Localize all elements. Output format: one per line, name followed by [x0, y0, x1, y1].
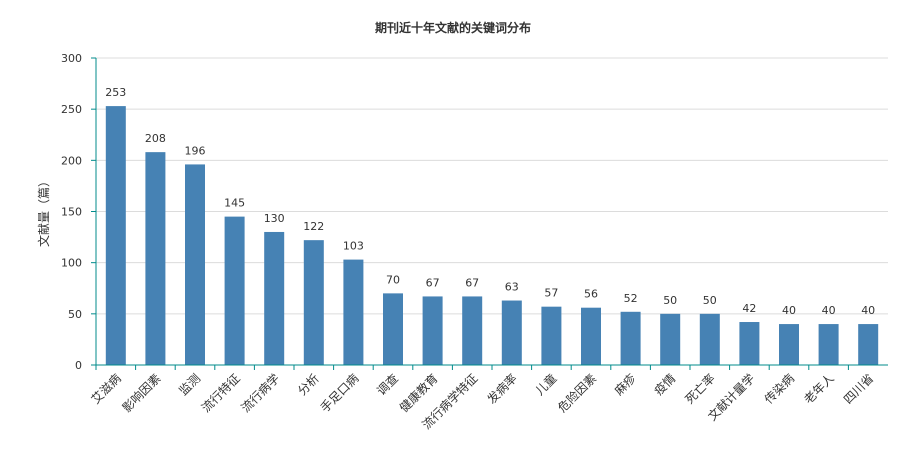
y-tick-label: 100	[61, 257, 82, 270]
x-tick-label: 发病率	[484, 371, 520, 407]
bar-value-label: 42	[742, 302, 756, 315]
bar-value-label: 40	[861, 304, 875, 317]
bar	[343, 259, 364, 365]
bar-value-label: 57	[544, 287, 558, 300]
bar-value-label: 52	[624, 292, 638, 305]
x-tick-label: 分析	[295, 371, 322, 398]
bar	[660, 313, 681, 365]
bar-value-label: 130	[264, 212, 285, 225]
x-tick-label: 调查	[374, 371, 401, 398]
bar	[224, 216, 245, 365]
y-tick-label: 300	[61, 52, 82, 65]
bar	[620, 311, 641, 365]
y-tick-label: 50	[68, 308, 82, 321]
y-axis-label: 文献量（篇）	[36, 175, 51, 247]
bar	[699, 313, 720, 365]
axes	[91, 57, 888, 370]
bar-value-label: 50	[663, 294, 677, 307]
bar	[739, 322, 760, 365]
bar	[462, 296, 483, 365]
x-tick-label: 麻疹	[611, 371, 639, 399]
y-tick-label: 250	[61, 103, 82, 116]
bar-value-label: 67	[426, 276, 440, 289]
bar-value-label: 56	[584, 288, 598, 301]
x-tick-label: 危险因素	[555, 371, 600, 416]
bar	[779, 324, 799, 365]
x-tick-label: 传染病	[761, 371, 797, 407]
bar	[818, 324, 839, 365]
x-tick-label: 手足口病	[317, 371, 362, 416]
x-tick-label: 监测	[176, 371, 203, 398]
gridlines	[96, 57, 888, 315]
bar-value-label: 145	[224, 197, 245, 210]
bar-value-label: 103	[343, 240, 364, 253]
bar	[858, 324, 879, 365]
bar-value-label: 196	[185, 144, 206, 157]
bar	[264, 231, 285, 365]
x-tick-label: 儿童	[532, 371, 560, 399]
x-tick-label: 艾滋病	[88, 371, 124, 407]
bar	[145, 152, 166, 365]
bar	[105, 106, 126, 365]
y-tick-label: 150	[61, 206, 82, 219]
x-tick-label: 流行病学	[238, 371, 283, 416]
y-tick-label: 200	[61, 154, 82, 167]
chart-title: 期刊近十年文献的关键词分布	[375, 20, 531, 35]
bar-value-label: 40	[822, 304, 836, 317]
bar	[303, 240, 324, 365]
x-tick-label: 四川省	[841, 371, 876, 406]
bar-value-label: 70	[386, 273, 400, 286]
bar-value-label: 50	[703, 294, 717, 307]
bar	[501, 300, 522, 365]
bar-value-label: 122	[303, 220, 324, 233]
bar-value-label: 40	[782, 304, 796, 317]
bar-value-label: 67	[465, 276, 479, 289]
bar-value-label: 63	[505, 281, 519, 294]
bar-value-label: 253	[105, 86, 126, 99]
bar	[185, 164, 205, 365]
x-tick-label: 影响因素	[119, 371, 164, 416]
bar	[422, 296, 443, 365]
bar-value-label: 208	[145, 132, 166, 145]
x-tick-label: 死亡率	[682, 371, 718, 407]
x-tick-label: 疫情	[651, 371, 679, 399]
x-tick-label: 流行特征	[198, 371, 243, 416]
bar	[581, 307, 601, 365]
y-tick-label: 0	[75, 359, 82, 372]
bars	[105, 106, 879, 365]
x-tick-label: 老年人	[801, 371, 836, 406]
bar	[541, 306, 562, 365]
bar	[383, 293, 403, 365]
